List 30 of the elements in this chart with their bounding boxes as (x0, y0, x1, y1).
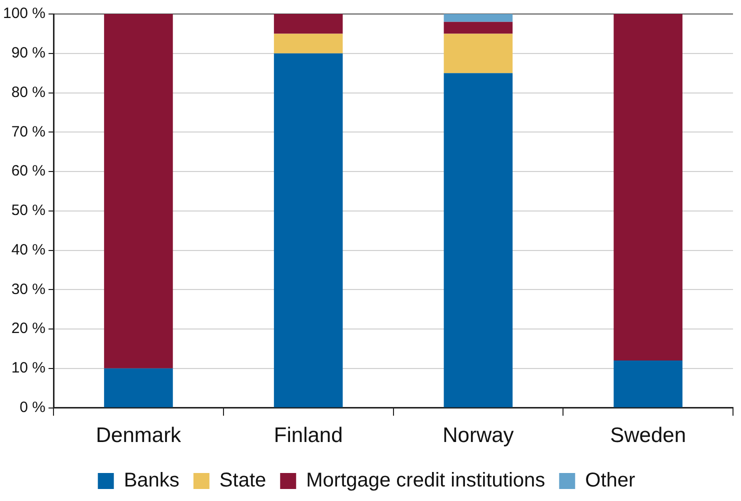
y-tick-label: 90 % (11, 44, 46, 62)
x-tick-label: Norway (442, 424, 514, 448)
y-tick-label: 80 % (11, 84, 46, 101)
y-tick-label: 50 % (11, 202, 46, 220)
legend-label: Other (585, 470, 636, 492)
x-tick-label: Sweden (610, 424, 686, 448)
legend-label: Banks (124, 470, 180, 492)
legend-label: State (219, 470, 266, 492)
bar (274, 14, 343, 34)
y-tick-label: 40 % (11, 241, 46, 258)
y-tick-label: 100 % (2, 5, 46, 22)
bar (104, 368, 173, 408)
x-tick-label: Denmark (96, 424, 182, 448)
bar (274, 53, 343, 408)
y-tick-label: 10 % (11, 360, 46, 377)
bar (444, 22, 513, 34)
bar (614, 360, 682, 408)
bar (104, 14, 173, 368)
bar (444, 14, 513, 22)
y-tick-label: 70 % (11, 123, 46, 140)
y-tick-label: 20 % (11, 320, 46, 338)
y-tick-label: 0 % (20, 398, 46, 416)
bar (444, 73, 513, 408)
x-tick-label: Finland (274, 424, 343, 448)
bar (444, 34, 513, 74)
y-tick-label: 60 % (11, 162, 46, 180)
legend-label: Mortgage credit institutions (306, 470, 546, 492)
bar (274, 34, 343, 54)
bar (614, 14, 682, 361)
y-tick-label: 30 % (11, 280, 46, 298)
